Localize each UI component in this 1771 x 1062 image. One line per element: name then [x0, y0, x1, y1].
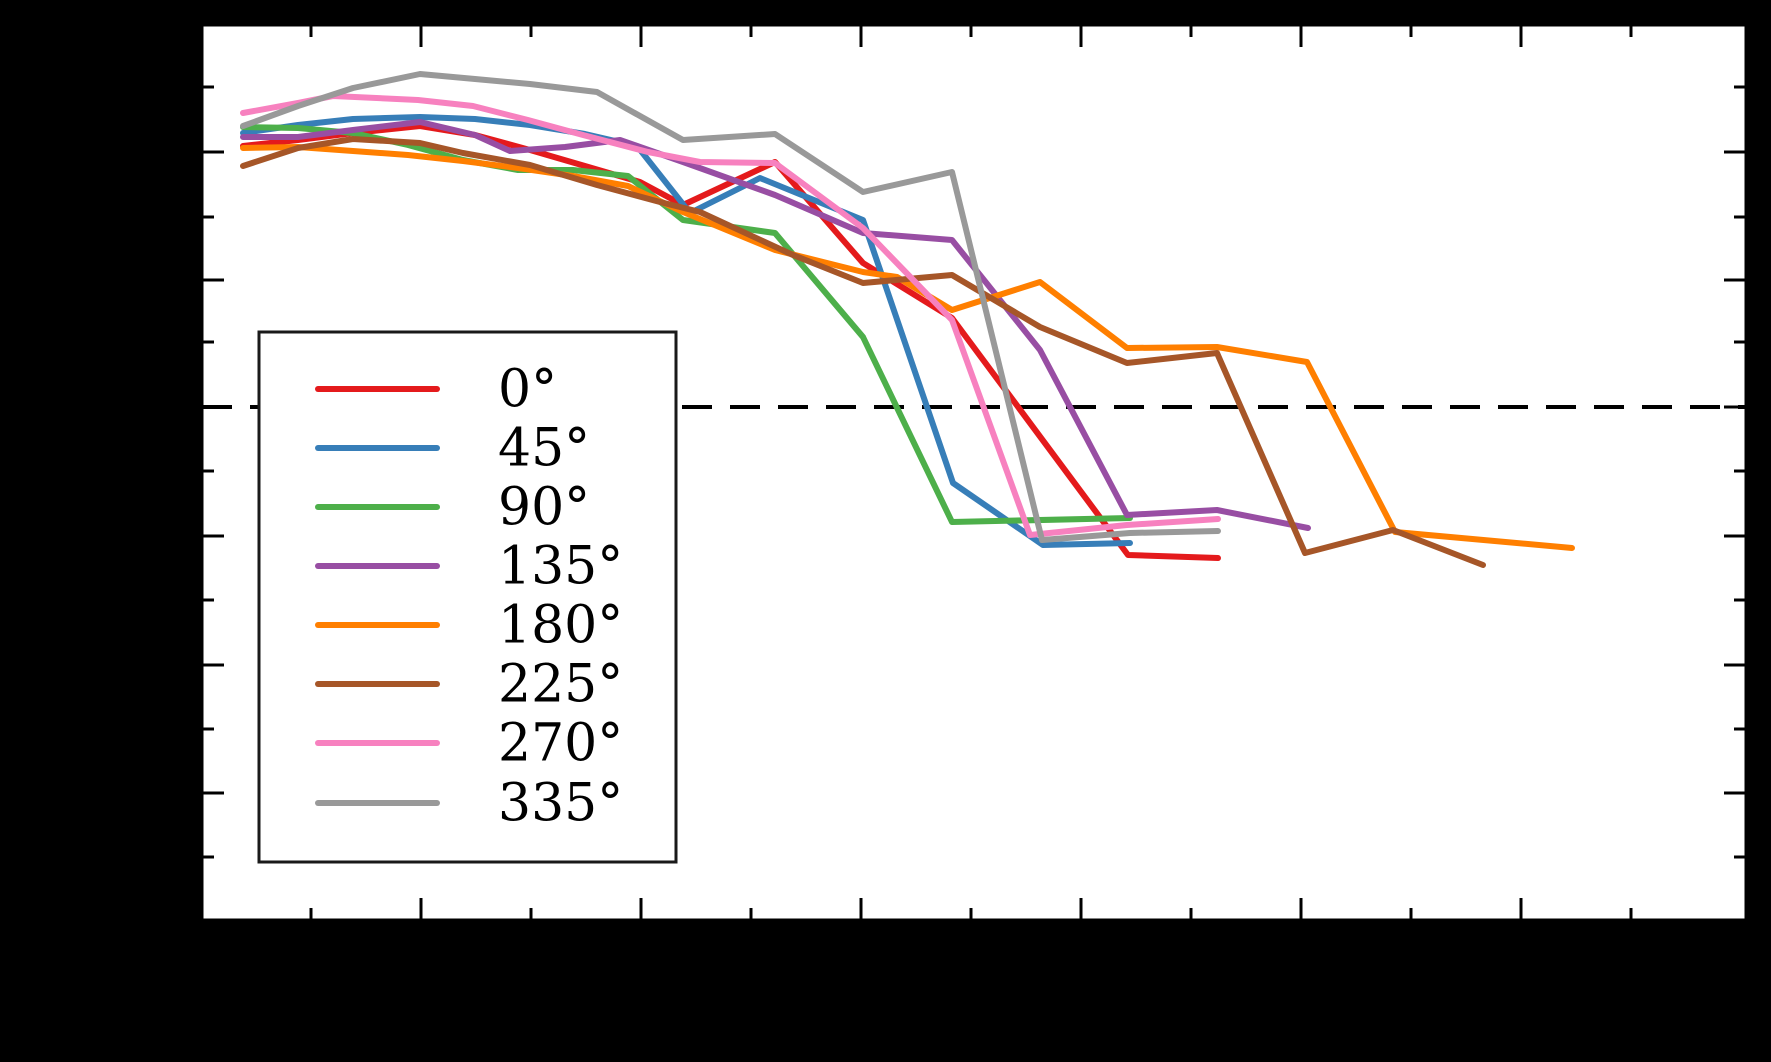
legend-label-135deg: 135°: [498, 537, 623, 597]
legend-label-0deg: 0°: [498, 360, 557, 420]
legend-label-90deg: 90°: [498, 478, 590, 538]
legend: 0°45°90°135°180°225°270°335°: [257, 330, 678, 864]
axes-spines: [200, 23, 1748, 922]
legend-label-225deg: 225°: [498, 655, 623, 715]
series-line-180deg: [240, 144, 1575, 551]
axis-ticks: [202, 25, 1746, 920]
series-line-225deg: [240, 136, 1486, 568]
legend-label-335deg: 335°: [498, 774, 623, 834]
legend-label-270deg: 270°: [498, 714, 623, 774]
series-line-335deg: [240, 71, 1221, 543]
legend-label-180deg: 180°: [498, 596, 623, 656]
data-series: [240, 71, 1575, 568]
legend-label-45deg: 45°: [498, 419, 590, 479]
series-line-270deg: [240, 93, 1221, 538]
legend-box: [257, 330, 678, 864]
